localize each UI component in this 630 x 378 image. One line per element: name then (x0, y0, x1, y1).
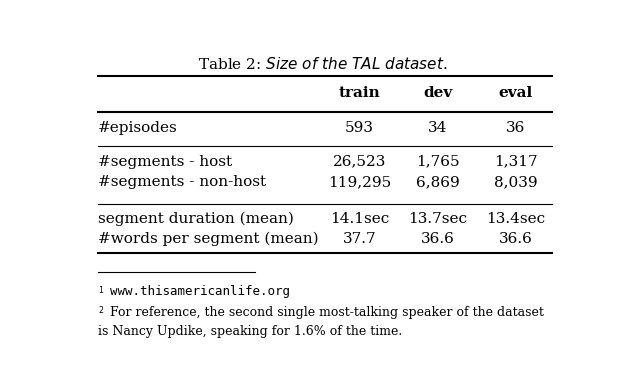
Text: $^2$: $^2$ (98, 306, 105, 316)
Text: 13.4sec: 13.4sec (486, 212, 546, 226)
Text: train: train (338, 87, 381, 101)
Text: is Nancy Updike, speaking for 1.6% of the time.: is Nancy Updike, speaking for 1.6% of th… (98, 325, 403, 338)
Text: 34: 34 (428, 121, 447, 135)
Text: segment duration (mean): segment duration (mean) (98, 211, 294, 226)
Text: 36.6: 36.6 (421, 232, 455, 246)
Text: 1,765: 1,765 (416, 155, 459, 169)
Text: 8,039: 8,039 (494, 175, 537, 189)
Text: 6,869: 6,869 (416, 175, 459, 189)
Text: 13.7sec: 13.7sec (408, 212, 467, 226)
Text: $^1$: $^1$ (98, 285, 105, 296)
Text: #words per segment (mean): #words per segment (mean) (98, 232, 319, 246)
Text: 119,295: 119,295 (328, 175, 391, 189)
Text: Table 2: $\it{Size\ of\ the\ TAL\ dataset.}$: Table 2: $\it{Size\ of\ the\ TAL\ datase… (198, 56, 447, 71)
Text: www.thisamericanlife.org: www.thisamericanlife.org (110, 285, 290, 299)
Text: 36.6: 36.6 (499, 232, 533, 246)
Text: 14.1sec: 14.1sec (330, 212, 389, 226)
Text: 26,523: 26,523 (333, 155, 386, 169)
Text: For reference, the second single most-talking speaker of the dataset: For reference, the second single most-ta… (110, 306, 544, 319)
Text: #segments - non-host: #segments - non-host (98, 175, 266, 189)
Text: 37.7: 37.7 (343, 232, 376, 246)
Text: 593: 593 (345, 121, 374, 135)
Text: 1,317: 1,317 (494, 155, 537, 169)
Text: #segments - host: #segments - host (98, 155, 232, 169)
Text: 36: 36 (506, 121, 525, 135)
Text: dev: dev (423, 87, 452, 101)
Text: eval: eval (498, 87, 533, 101)
Text: #episodes: #episodes (98, 121, 178, 135)
